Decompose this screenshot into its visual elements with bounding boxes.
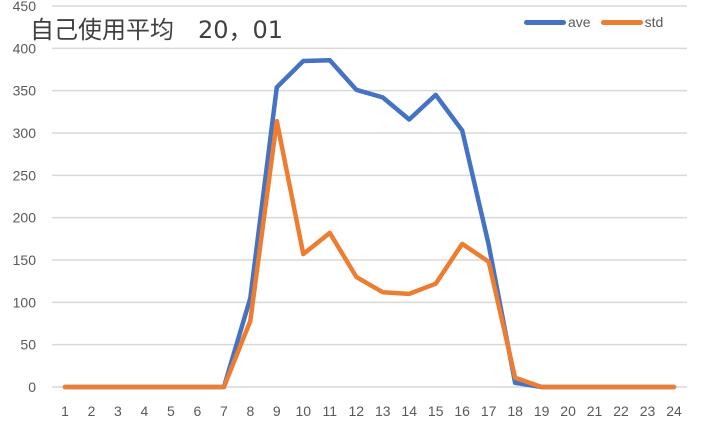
x-tick-label: 14 bbox=[401, 403, 417, 419]
series-line-std bbox=[62, 118, 677, 390]
data-series bbox=[62, 57, 677, 390]
y-tick-label: 150 bbox=[13, 252, 37, 268]
y-tick-label: 0 bbox=[28, 379, 36, 395]
series-line-ave bbox=[62, 57, 677, 390]
x-tick-label: 20 bbox=[560, 403, 576, 419]
x-tick-label: 7 bbox=[220, 403, 228, 419]
y-tick-label: 350 bbox=[13, 83, 37, 99]
y-tick-label: 400 bbox=[13, 40, 37, 56]
x-tick-label: 18 bbox=[507, 403, 523, 419]
x-tick-label: 15 bbox=[428, 403, 444, 419]
x-tick-label: 22 bbox=[613, 403, 629, 419]
y-tick-label: 200 bbox=[13, 210, 37, 226]
x-tick-label: 19 bbox=[534, 403, 550, 419]
y-axis-ticks: 0 50 100 150 200 250 300 350 400 450 bbox=[13, 0, 37, 395]
x-tick-label: 6 bbox=[193, 403, 201, 419]
x-tick-label: 12 bbox=[348, 403, 364, 419]
y-tick-label: 250 bbox=[13, 167, 37, 183]
x-tick-label: 21 bbox=[587, 403, 603, 419]
y-tick-label: 100 bbox=[13, 294, 37, 310]
y-tick-label: 450 bbox=[13, 0, 37, 14]
x-tick-label: 13 bbox=[375, 403, 391, 419]
x-tick-label: 24 bbox=[666, 403, 682, 419]
x-tick-label: 11 bbox=[323, 403, 338, 419]
x-tick-label: 3 bbox=[114, 403, 122, 419]
y-tick-label: 50 bbox=[20, 337, 36, 353]
x-tick-label: 4 bbox=[141, 403, 149, 419]
legend-item-std: std bbox=[600, 14, 664, 30]
x-tick-label: 23 bbox=[640, 403, 656, 419]
gridlines bbox=[52, 5, 687, 388]
x-tick-label: 8 bbox=[246, 403, 254, 419]
legend-label-std: std bbox=[644, 14, 664, 30]
legend-swatch-std bbox=[600, 19, 643, 25]
x-tick-label: 16 bbox=[454, 403, 470, 419]
x-tick-label: 17 bbox=[481, 403, 497, 419]
x-axis-ticks: 1 2 3 4 5 6 7 8 9 10 11 12 13 14 15 16 17 18 19 20 21 22 23 24 bbox=[61, 403, 682, 419]
x-tick-label: 10 bbox=[296, 403, 312, 419]
y-tick-label: 300 bbox=[13, 125, 37, 141]
legend-swatch-ave bbox=[524, 19, 566, 25]
x-tick-label: 9 bbox=[273, 403, 281, 419]
x-tick-label: 1 bbox=[61, 403, 69, 419]
legend-label-ave: ave bbox=[568, 14, 591, 30]
chart-title: 自己使用平均 20，01 bbox=[30, 16, 284, 44]
legend: ave std bbox=[524, 14, 673, 30]
legend-item-ave: ave bbox=[524, 14, 591, 30]
x-tick-label: 5 bbox=[167, 403, 175, 419]
x-tick-label: 2 bbox=[88, 403, 96, 419]
